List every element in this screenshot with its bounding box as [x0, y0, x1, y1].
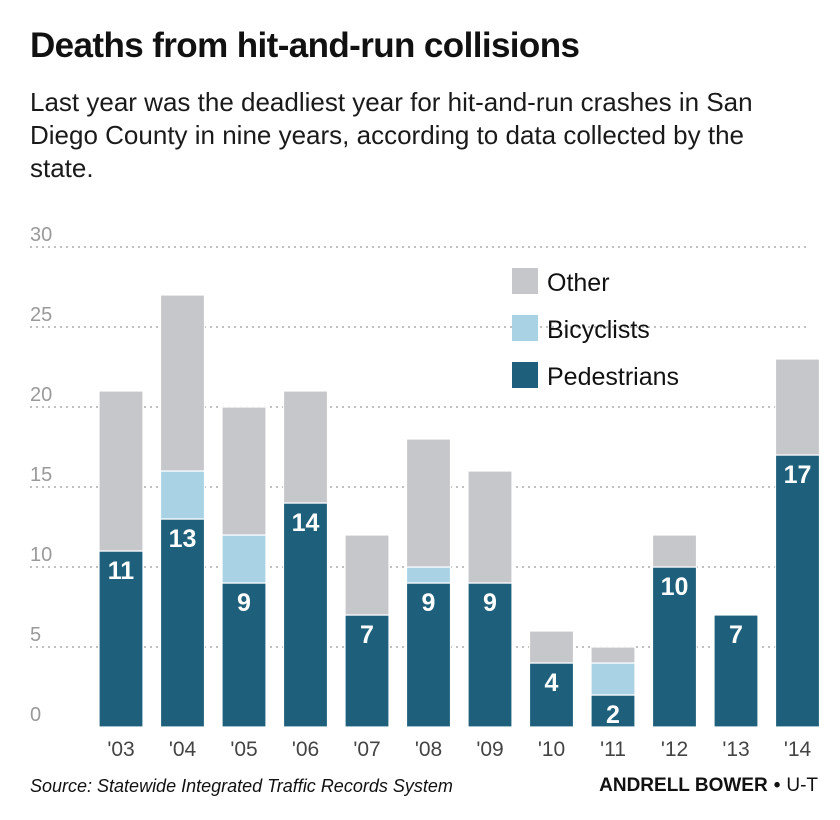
bar-value-label: 14: [292, 509, 320, 537]
y-tick-label: 15: [30, 464, 52, 486]
x-tick-label: '09: [476, 738, 503, 761]
y-tick-label: 25: [30, 304, 52, 326]
x-tick-label: '03: [107, 738, 134, 761]
x-tick-label: '07: [353, 738, 380, 761]
bar-segment-pedestrians: [651, 566, 698, 728]
y-tick-label: 20: [30, 384, 52, 406]
bar-segment-bicyclists: [221, 534, 267, 584]
bar-segment-bicyclists: [159, 470, 206, 520]
legend-swatch-other: [512, 268, 538, 294]
legend-label-other: Other: [547, 269, 610, 297]
x-tick-label: '06: [292, 738, 319, 761]
bar-segment-pedestrians: [221, 582, 267, 728]
bar-segment-bicyclists: [405, 566, 452, 584]
x-tick-label: '14: [784, 738, 812, 761]
bar-segment-pedestrians: [98, 550, 144, 728]
x-tick-label: '10: [538, 738, 565, 761]
chart-title: Deaths from hit-and-run collisions: [30, 26, 580, 65]
credit-separator: •: [773, 775, 781, 796]
bar-segment-other: [405, 438, 452, 568]
bar-segment-pedestrians: [159, 518, 206, 728]
bar-segment-other: [774, 358, 821, 456]
bar-segment-pedestrians: [774, 454, 821, 728]
x-tick-label: '08: [415, 738, 442, 761]
credit-line: ANDRELL BOWER • U-T: [599, 775, 818, 797]
bar-segment-other: [159, 294, 206, 472]
bar-segment-pedestrians: [467, 582, 513, 728]
x-tick-label: '04: [169, 738, 197, 761]
chart-subtitle: Last year was the deadliest year for hit…: [30, 87, 753, 183]
legend-label-pedestrians: Pedestrians: [547, 363, 679, 391]
bar-value-label: 7: [360, 621, 374, 649]
bar-segment-other: [528, 630, 575, 664]
legend-label-bicyclists: Bicyclists: [547, 316, 650, 344]
stacked-bar-chart: 0 5 10 15 20 25 30 11 '03 13 '04 9 '05 14 '06 7 '07 9 '08 9…: [30, 224, 821, 761]
author-name: ANDRELL BOWER: [599, 775, 768, 796]
y-tick-label: 30: [30, 224, 52, 246]
y-tick-label: 10: [30, 544, 52, 566]
bar-value-label: 9: [483, 589, 497, 617]
legend-swatch-bicyclists: [512, 315, 538, 341]
y-tick-label: 5: [30, 624, 41, 646]
legend-swatch-pedestrians: [512, 362, 538, 388]
bar-segment-other: [590, 646, 636, 664]
y-tick-label: 0: [30, 704, 41, 726]
bar-value-label: 9: [237, 589, 251, 617]
x-tick-label: '11: [600, 738, 626, 761]
bar-segment-pedestrians: [405, 582, 452, 728]
bar-segment-other: [467, 470, 513, 584]
x-tick-label: '05: [230, 738, 257, 761]
bar-value-label: 4: [545, 669, 559, 697]
bar-segment-pedestrians: [344, 614, 390, 728]
bar-value-label: 10: [661, 573, 689, 601]
bar-segment-other: [651, 534, 698, 568]
bar-segment-pedestrians: [713, 614, 759, 728]
x-tick-label: '13: [722, 738, 749, 761]
bar-value-label: 13: [169, 525, 197, 553]
bar-segment-other: [98, 390, 144, 552]
bar-value-label: 9: [422, 589, 436, 617]
bar-segment-other: [344, 534, 390, 616]
bar-segment-pedestrians: [282, 502, 329, 728]
bar-segment-other: [221, 406, 267, 536]
bar-value-label: 17: [784, 461, 812, 489]
bar-segment-pedestrians: [590, 694, 636, 728]
bar-value-label: 11: [108, 557, 135, 585]
bar-value-label: 7: [729, 621, 743, 649]
bar-value-label: 2: [606, 701, 620, 729]
bar-segment-pedestrians: [528, 662, 575, 728]
bar-segment-bicyclists: [590, 662, 636, 696]
bar-segment-other: [282, 390, 329, 504]
source-note: Source: Statewide Integrated Traffic Rec…: [30, 776, 453, 796]
x-tick-label: '12: [661, 738, 688, 761]
publication-name: U-T: [786, 775, 818, 796]
